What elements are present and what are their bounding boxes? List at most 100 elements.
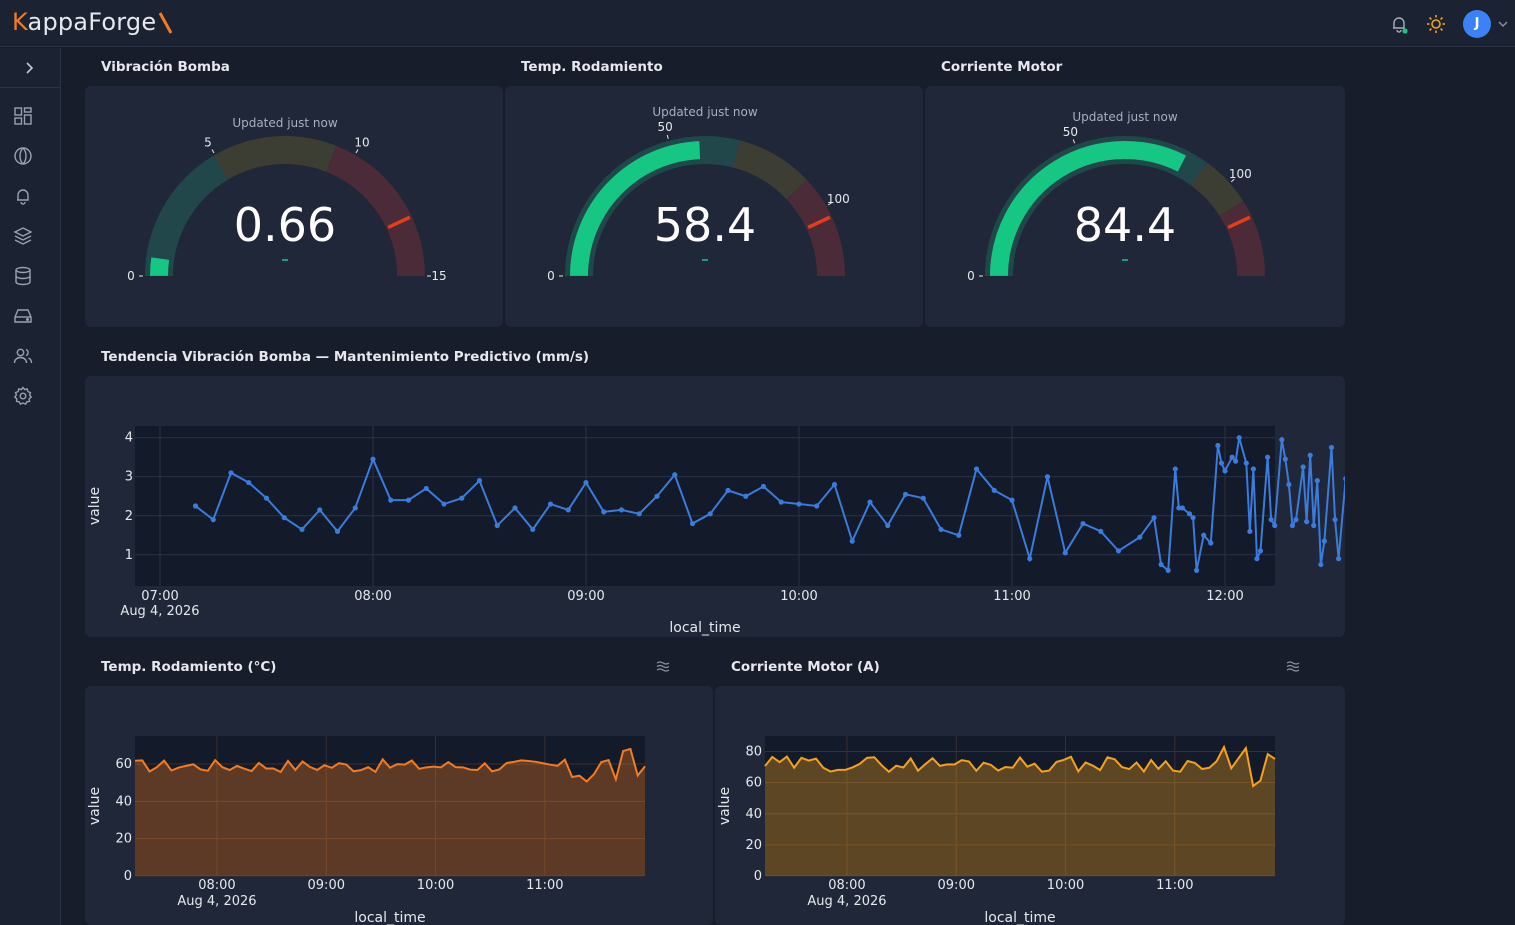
trend-point: [210, 517, 216, 523]
layers-icon[interactable]: [13, 226, 33, 246]
users-icon[interactable]: [13, 346, 33, 366]
x-tick-label: 08:00: [828, 878, 865, 893]
temp-panel-title: Temp. Rodamiento (°C): [101, 659, 277, 675]
x-tick-label: 08:00: [198, 878, 235, 893]
trend-point: [1151, 515, 1157, 521]
trend-series-line: [194, 437, 1345, 573]
legend-toggle-icon[interactable]: [656, 660, 670, 672]
temp-panel: 08:00 09:00 10:00 11:00 0 20 40 60 Aug 4, 2026 lo…: [85, 686, 713, 925]
trend-point: [405, 497, 412, 503]
x-tick-label: 11:00: [993, 589, 1030, 604]
explore-icon[interactable]: [13, 146, 33, 166]
trend-point: [565, 507, 571, 513]
trend-point: [583, 479, 589, 486]
current-panel-title: Corriente Motor (A): [731, 659, 880, 675]
app-logo[interactable]: KappaForge: [12, 8, 157, 36]
y-axis-title: value: [87, 787, 103, 825]
logo-slash-icon: [158, 12, 173, 34]
avatar[interactable]: J: [1463, 10, 1491, 38]
date-label: Aug 4, 2026: [120, 604, 199, 619]
gauge-threshold-marker: [387, 215, 411, 230]
gauge-band: [786, 180, 845, 277]
trend-point: [1332, 517, 1338, 523]
trend-chart[interactable]: 1 2 3 4 07:00 08:00 09:00 10:00 11:00 12:00 Aug …: [85, 376, 1345, 637]
gauge-band: [213, 136, 337, 180]
trend-point: [1233, 458, 1239, 464]
gauge-current: 0 50 100: [967, 125, 1265, 283]
bell-icon[interactable]: [1389, 14, 1409, 34]
trend-point: [1009, 497, 1015, 503]
gauge-tick: [666, 134, 669, 139]
trend-point: [1179, 505, 1185, 511]
gauge-value: 0.66: [233, 198, 337, 252]
storage-icon[interactable]: [13, 306, 33, 326]
trend-point: [1215, 442, 1221, 449]
y-axis-title: value: [87, 487, 103, 525]
gauge-vibration: 0 5 10 15: [127, 136, 446, 283]
date-label: Aug 4, 2026: [177, 894, 256, 909]
sidebar: [0, 48, 61, 925]
trend-point: [1201, 532, 1207, 538]
gauge-band: [1219, 200, 1265, 277]
trend-point: [441, 501, 447, 507]
trend-point: [1137, 534, 1143, 540]
gauge-tick-label: 50: [1063, 125, 1078, 139]
x-tick-label: 09:00: [938, 878, 975, 893]
gauge-tick: [211, 149, 215, 154]
current-chart[interactable]: 08:00 09:00 10:00 11:00 0 20 40 60 80 Aug 4, 2026…: [715, 686, 1345, 925]
gauge-band: [732, 140, 808, 200]
trend-point: [1272, 522, 1278, 529]
trend-point: [938, 526, 944, 533]
chevron-down-icon[interactable]: [1498, 20, 1508, 28]
trend-point: [263, 495, 270, 501]
alert-icon[interactable]: [13, 186, 33, 206]
trend-point: [1158, 561, 1164, 568]
x-tick-label: 09:00: [308, 878, 345, 893]
gauge-panel-vibration: Updated just now 0 5 10 15 0.66: [85, 86, 503, 327]
gauge-value-bar: [150, 257, 170, 277]
y-tick-label: 1: [125, 548, 133, 563]
trend-point: [1172, 466, 1178, 472]
x-tick-label: 10:00: [1047, 878, 1084, 893]
area-series-line: [764, 744, 1276, 788]
trend-point: [1190, 515, 1196, 521]
trend-point: [796, 501, 802, 507]
x-tick-label: 11:00: [526, 878, 563, 893]
gauge-tick: [1072, 139, 1076, 144]
y-tick-label: 3: [125, 470, 133, 485]
trend-point: [760, 483, 767, 490]
gauge-tick-label: 5: [204, 136, 212, 150]
trend-point: [654, 493, 660, 499]
trend-point: [920, 495, 926, 501]
trend-point: [476, 478, 483, 484]
trend-point: [1236, 435, 1242, 441]
gauge-tick-label: 0: [967, 269, 975, 283]
trend-point: [1062, 550, 1068, 556]
trend-point: [512, 505, 518, 511]
dashboard-icon[interactable]: [13, 106, 33, 126]
sidebar-toggle[interactable]: [0, 48, 60, 88]
trend-point: [459, 495, 465, 501]
gauge-tick-label: 50: [658, 120, 673, 134]
trend-point: [902, 491, 909, 497]
gear-icon[interactable]: [13, 386, 33, 406]
trend-point: [1115, 548, 1122, 554]
trend-point: [867, 499, 873, 505]
trend-point: [281, 515, 287, 521]
temp-chart[interactable]: 08:00 09:00 10:00 11:00 0 20 40 60 Aug 4, 2026 lo…: [85, 686, 713, 925]
trend-title: Tendencia Vibración Bomba — Mantenimient…: [101, 349, 590, 365]
trend-point: [388, 497, 394, 503]
trend-point: [423, 485, 429, 492]
trend-point: [1243, 460, 1249, 466]
trend-point: [743, 493, 749, 499]
trend-point: [991, 487, 997, 493]
database-icon[interactable]: [13, 266, 33, 286]
trend-point: [352, 505, 358, 511]
gauge-tick: [355, 149, 359, 154]
legend-toggle-icon[interactable]: [1286, 660, 1300, 672]
gauge-tick: [1230, 178, 1235, 183]
x-tick-label: 10:00: [417, 878, 454, 893]
sun-icon[interactable]: [1426, 14, 1446, 34]
gauge-title: Temp. Rodamiento: [521, 59, 663, 75]
trend-point: [1257, 548, 1264, 554]
